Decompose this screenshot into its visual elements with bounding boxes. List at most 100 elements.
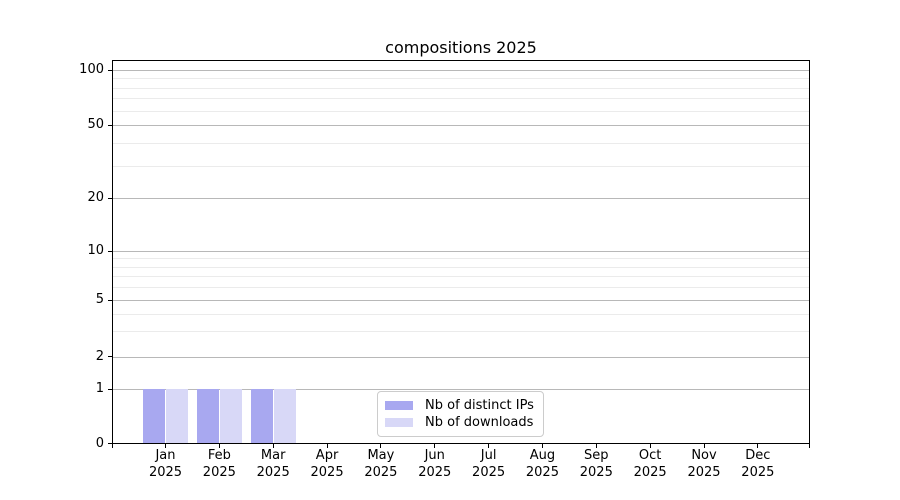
bar-downloads-mar bbox=[273, 389, 296, 443]
y-axis-tick bbox=[108, 124, 112, 126]
y-axis-tick bbox=[108, 197, 112, 199]
x-tick-label-mar: Mar 2025 bbox=[241, 448, 305, 481]
legend-swatch-downloads-icon bbox=[385, 418, 413, 427]
x-tick-month: Oct bbox=[638, 448, 662, 463]
gridline-major bbox=[113, 125, 809, 126]
y-tick-label: 100 bbox=[79, 62, 104, 77]
y-tick-label: 10 bbox=[87, 243, 104, 258]
y-axis-tick bbox=[108, 69, 112, 71]
x-tick-label-aug: Aug 2025 bbox=[510, 448, 574, 481]
gridline-minor bbox=[113, 78, 809, 80]
x-tick-month: Jan bbox=[155, 448, 176, 463]
x-tick-month: Jun bbox=[424, 448, 445, 463]
gridline-minor bbox=[113, 276, 809, 278]
gridline-minor bbox=[113, 110, 809, 112]
gridline-minor bbox=[113, 258, 809, 260]
legend-box: Nb of distinct IPs Nb of downloads bbox=[377, 391, 544, 437]
gridline-minor bbox=[113, 287, 809, 289]
x-axis-tick bbox=[703, 444, 705, 448]
x-tick-label-dec: Dec 2025 bbox=[726, 448, 790, 481]
x-axis-tick bbox=[757, 444, 759, 448]
x-tick-year: 2025 bbox=[525, 464, 559, 480]
x-tick-month: May bbox=[367, 448, 395, 463]
x-tick-month: Nov bbox=[691, 448, 717, 463]
legend-label-downloads: Nb of downloads bbox=[425, 414, 534, 430]
x-axis-tick bbox=[326, 444, 328, 448]
bar-distinct-ips-jan bbox=[143, 389, 165, 443]
legend-label-distinct-ips: Nb of distinct IPs bbox=[425, 397, 534, 413]
x-tick-year: 2025 bbox=[256, 464, 290, 480]
x-tick-label-jun: Jun 2025 bbox=[403, 448, 467, 481]
chart-title: compositions 2025 bbox=[385, 38, 537, 57]
x-axis-tick bbox=[272, 444, 274, 448]
x-tick-month: Dec bbox=[745, 448, 771, 463]
gridline-minor bbox=[113, 98, 809, 100]
x-tick-label-nov: Nov 2025 bbox=[672, 448, 736, 481]
x-axis-tick bbox=[218, 444, 220, 448]
x-tick-year: 2025 bbox=[741, 464, 775, 480]
gridline-minor bbox=[113, 87, 809, 89]
x-tick-year: 2025 bbox=[202, 464, 236, 480]
y-tick-label: 1 bbox=[95, 381, 104, 396]
gridline-major bbox=[113, 389, 809, 390]
x-tick-year: 2025 bbox=[579, 464, 613, 480]
x-tick-label-apr: Apr 2025 bbox=[295, 448, 359, 481]
y-tick-label: 0 bbox=[95, 435, 104, 451]
x-tick-year: 2025 bbox=[472, 464, 506, 480]
x-tick-label-jan: Jan 2025 bbox=[134, 448, 198, 481]
y-axis-tick bbox=[108, 250, 112, 252]
x-tick-label-oct: Oct 2025 bbox=[618, 448, 682, 481]
x-axis-tick bbox=[649, 444, 651, 448]
legend-item-distinct-ips: Nb of distinct IPs bbox=[385, 398, 535, 414]
x-tick-month: Jul bbox=[480, 448, 497, 463]
x-tick-label-jul: Jul 2025 bbox=[457, 448, 521, 481]
x-tick-year: 2025 bbox=[687, 464, 721, 480]
x-axis-edge-tick bbox=[111, 444, 113, 448]
x-axis-tick bbox=[541, 444, 543, 448]
legend-item-downloads: Nb of downloads bbox=[385, 415, 535, 431]
x-tick-month: Mar bbox=[260, 448, 286, 463]
x-axis-tick bbox=[165, 444, 166, 448]
x-tick-month: Aug bbox=[529, 448, 556, 463]
bar-distinct-ips-mar bbox=[250, 389, 273, 443]
plot-area bbox=[112, 60, 810, 444]
x-axis-tick bbox=[595, 444, 597, 448]
y-tick-label: 50 bbox=[87, 117, 104, 132]
gridline-major bbox=[113, 251, 809, 252]
x-axis-edge-tick bbox=[808, 444, 810, 448]
x-tick-year: 2025 bbox=[633, 464, 667, 480]
x-tick-label-sep: Sep 2025 bbox=[564, 448, 628, 481]
bars-layer bbox=[113, 61, 809, 443]
gridline-major bbox=[113, 198, 809, 199]
y-tick-label: 20 bbox=[87, 190, 104, 205]
legend-swatch-distinct-ips-icon bbox=[385, 401, 413, 410]
gridline-major bbox=[113, 70, 809, 71]
x-tick-year: 2025 bbox=[310, 464, 344, 480]
x-tick-month: Apr bbox=[315, 448, 339, 463]
x-axis-tick bbox=[380, 444, 382, 448]
bar-distinct-ips-feb bbox=[196, 389, 219, 443]
y-axis-tick bbox=[108, 388, 112, 390]
y-axis-tick bbox=[108, 443, 112, 444]
gridline-major bbox=[113, 356, 809, 358]
x-tick-month: Sep bbox=[584, 448, 609, 463]
gridline-minor bbox=[113, 142, 809, 144]
bar-downloads-jan bbox=[166, 389, 188, 443]
x-tick-year: 2025 bbox=[364, 464, 398, 480]
gridline-major bbox=[113, 300, 809, 301]
gridline-minor bbox=[113, 266, 809, 268]
x-tick-year: 2025 bbox=[148, 464, 183, 480]
gridline-minor bbox=[113, 165, 809, 167]
y-axis-tick bbox=[108, 299, 112, 301]
gridline-minor bbox=[113, 331, 809, 333]
y-axis-tick bbox=[108, 356, 112, 357]
gridlines-layer bbox=[113, 61, 809, 443]
x-tick-label-feb: Feb 2025 bbox=[187, 448, 251, 481]
x-tick-year: 2025 bbox=[418, 464, 452, 480]
gridline-minor bbox=[113, 313, 809, 315]
x-tick-label-may: May 2025 bbox=[349, 448, 413, 481]
y-tick-label: 2 bbox=[95, 348, 104, 364]
bar-downloads-feb bbox=[219, 389, 242, 443]
